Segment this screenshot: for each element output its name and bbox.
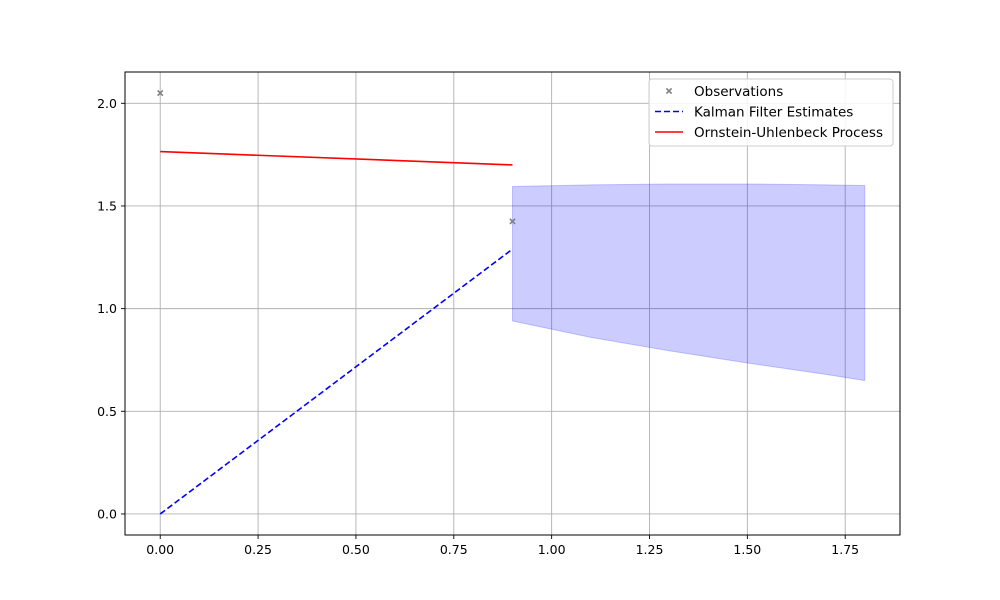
x-tick-label-3: 0.75 xyxy=(440,542,468,557)
y-tick-label-1: 0.5 xyxy=(97,404,117,419)
x-axis-ticks: 0.00 0.25 0.50 0.75 1.00 1.25 1.50 1.75 xyxy=(146,535,859,557)
confidence-band xyxy=(512,183,866,382)
legend: Observations Kalman Filter Estimates Ornst… xyxy=(648,78,894,147)
x-tick-label-4: 1.00 xyxy=(538,542,566,557)
legend-label-0: Observations xyxy=(694,84,783,100)
series-0-point-marker-0 xyxy=(157,89,164,97)
y-tick-label-2: 1.0 xyxy=(97,301,117,316)
series-2-line xyxy=(160,150,513,166)
y-tick-label-4: 2.0 xyxy=(97,96,117,111)
plot-area-frame xyxy=(124,71,901,536)
grid xyxy=(125,72,900,535)
x-tick-label-2: 0.50 xyxy=(342,542,370,557)
x-tick-label-1: 0.25 xyxy=(244,542,272,557)
legend-handle-0 xyxy=(665,87,673,95)
y-tick-label-0: 0.0 xyxy=(97,506,117,521)
confidence-band-layer xyxy=(512,183,866,382)
series-0-point-marker-1 xyxy=(509,218,516,225)
series-1-line xyxy=(159,248,513,515)
series-0-point-0 xyxy=(157,89,164,97)
x-tick-label-0: 0.00 xyxy=(146,542,174,557)
legend-label-1: Kalman Filter Estimates xyxy=(694,104,853,120)
x-tick-label-5: 1.25 xyxy=(636,542,664,557)
series-0-point-1 xyxy=(509,218,516,225)
x-tick-label-7: 1.75 xyxy=(831,542,859,557)
y-tick-label-3: 1.5 xyxy=(97,198,117,213)
series-layer xyxy=(157,89,516,515)
x-tick-label-6: 1.50 xyxy=(733,542,761,557)
y-axis-ticks: 0.0 0.5 1.0 1.5 2.0 xyxy=(97,96,125,521)
legend-box xyxy=(648,78,894,147)
legend-label-2: Ornstein-Uhlenbeck Process xyxy=(694,125,883,141)
